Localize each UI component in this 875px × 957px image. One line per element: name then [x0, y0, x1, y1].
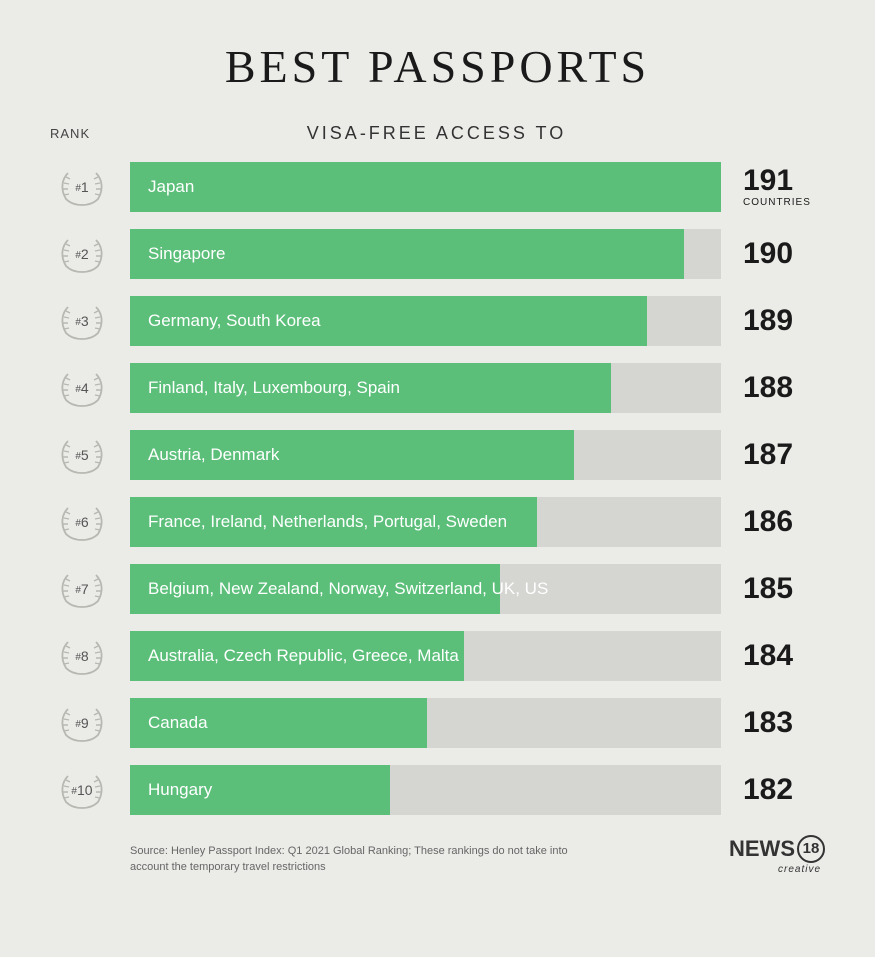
- bar-label: Germany, South Korea: [148, 311, 321, 331]
- rank-number: #9: [75, 715, 88, 731]
- rank-badge: #6: [50, 502, 130, 542]
- value-unit: COUNTRIES: [743, 198, 825, 208]
- bar-label: Canada: [148, 713, 208, 733]
- bar-track: Singapore: [130, 229, 721, 279]
- rank-column-header: RANK: [50, 126, 130, 141]
- bar-track: Canada: [130, 698, 721, 748]
- chart-subtitle: VISA-FREE ACCESS TO: [130, 123, 743, 144]
- rank-number: #3: [75, 313, 88, 329]
- bar-value: 188: [743, 373, 825, 403]
- bar-track: Hungary: [130, 765, 721, 815]
- bar-value: 185: [743, 574, 825, 604]
- laurel-icon: #3: [56, 301, 108, 341]
- rank-number: #10: [71, 782, 92, 798]
- rank-badge: #2: [50, 234, 130, 274]
- chart-row: #3 Germany, South Korea 189: [50, 296, 825, 346]
- rank-number: #1: [75, 179, 88, 195]
- header-row: RANK VISA-FREE ACCESS TO: [50, 123, 825, 144]
- chart-row: #10 Hungary 182: [50, 765, 825, 815]
- chart-row: #2 Singapore 190: [50, 229, 825, 279]
- bar-value: 183: [743, 708, 825, 738]
- bar-track: France, Ireland, Netherlands, Portugal, …: [130, 497, 721, 547]
- rank-number: #2: [75, 246, 88, 262]
- bar-track: Belgium, New Zealand, Norway, Switzerlan…: [130, 564, 721, 614]
- bar-track: Germany, South Korea: [130, 296, 721, 346]
- laurel-icon: #4: [56, 368, 108, 408]
- footer: Source: Henley Passport Index: Q1 2021 G…: [50, 835, 825, 875]
- laurel-icon: #6: [56, 502, 108, 542]
- bar-track: Japan: [130, 162, 721, 212]
- rank-number: #5: [75, 447, 88, 463]
- rank-badge: #1: [50, 167, 130, 207]
- chart-row: #6 France, Ireland, Netherlands, Portuga…: [50, 497, 825, 547]
- bar-label: Finland, Italy, Luxembourg, Spain: [148, 378, 400, 398]
- chart-row: #8 Australia, Czech Republic, Greece, Ma…: [50, 631, 825, 681]
- laurel-icon: #5: [56, 435, 108, 475]
- bar-label: Belgium, New Zealand, Norway, Switzerlan…: [148, 579, 548, 599]
- logo-brand: NEWS: [729, 838, 795, 860]
- infographic-container: BEST PASSPORTS RANK VISA-FREE ACCESS TO …: [0, 0, 875, 905]
- logo-number: 18: [797, 835, 825, 863]
- rank-number: #6: [75, 514, 88, 530]
- laurel-icon: #2: [56, 234, 108, 274]
- rank-number: #4: [75, 380, 88, 396]
- chart-row: #4 Finland, Italy, Luxembourg, Spain 188: [50, 363, 825, 413]
- rank-badge: #4: [50, 368, 130, 408]
- source-text: Source: Henley Passport Index: Q1 2021 G…: [130, 844, 570, 875]
- rank-badge: #3: [50, 301, 130, 341]
- publisher-logo: NEWS18 creative: [729, 835, 825, 875]
- rank-number: #8: [75, 648, 88, 664]
- bar-track: Finland, Italy, Luxembourg, Spain: [130, 363, 721, 413]
- bar-fill: [130, 162, 721, 212]
- laurel-icon: #1: [56, 167, 108, 207]
- rank-badge: #10: [50, 770, 130, 810]
- logo-subtext: creative: [729, 865, 821, 875]
- bar-label: Japan: [148, 177, 194, 197]
- chart-row: #5 Austria, Denmark 187: [50, 430, 825, 480]
- chart-row: #1 Japan 191COUNTRIES: [50, 162, 825, 212]
- bar-value: 190: [743, 239, 825, 269]
- bar-label: Australia, Czech Republic, Greece, Malta: [148, 646, 459, 666]
- bar-value: 187: [743, 440, 825, 470]
- chart-row: #7 Belgium, New Zealand, Norway, Switzer…: [50, 564, 825, 614]
- bar-track: Australia, Czech Republic, Greece, Malta: [130, 631, 721, 681]
- bar-value: 184: [743, 641, 825, 671]
- laurel-icon: #10: [56, 770, 108, 810]
- bar-value: 186: [743, 507, 825, 537]
- rank-badge: #7: [50, 569, 130, 609]
- bar-label: France, Ireland, Netherlands, Portugal, …: [148, 512, 507, 532]
- laurel-icon: #7: [56, 569, 108, 609]
- rank-badge: #8: [50, 636, 130, 676]
- bar-label: Hungary: [148, 780, 212, 800]
- bar-label: Austria, Denmark: [148, 445, 279, 465]
- bar-label: Singapore: [148, 244, 226, 264]
- bar-chart: #1 Japan 191COUNTRIES #2 Singapore 190: [50, 162, 825, 815]
- chart-row: #9 Canada 183: [50, 698, 825, 748]
- bar-value: 189: [743, 306, 825, 336]
- bar-value: 182: [743, 775, 825, 805]
- laurel-icon: #9: [56, 703, 108, 743]
- rank-badge: #9: [50, 703, 130, 743]
- main-title: BEST PASSPORTS: [50, 40, 825, 93]
- rank-number: #7: [75, 581, 88, 597]
- bar-track: Austria, Denmark: [130, 430, 721, 480]
- bar-value: 191COUNTRIES: [743, 166, 825, 208]
- laurel-icon: #8: [56, 636, 108, 676]
- rank-badge: #5: [50, 435, 130, 475]
